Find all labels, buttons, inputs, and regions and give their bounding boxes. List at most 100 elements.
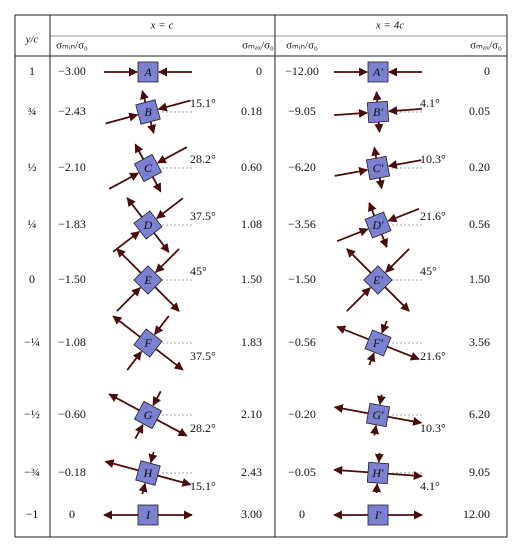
min-value: −0.60 <box>58 407 86 421</box>
max-value: 0 <box>256 64 262 78</box>
angle-label: 10.3° <box>420 152 446 166</box>
row-label: −½ <box>24 407 40 421</box>
element-label: E′ <box>372 273 383 287</box>
tensile-arrow <box>108 393 140 412</box>
element-label: D′ <box>371 218 384 232</box>
max-value: 0.20 <box>469 160 490 174</box>
row-label: ½ <box>28 160 37 174</box>
min-value: −2.10 <box>58 160 86 174</box>
min-value: −9.05 <box>288 104 316 118</box>
element-square <box>367 61 389 83</box>
element-square <box>133 265 163 295</box>
column-header: σₘₐₓ/σ₀ <box>242 40 274 52</box>
compressive-arrow <box>116 287 141 312</box>
element-square <box>365 155 391 181</box>
row-header: y/c <box>25 34 39 46</box>
min-value: −1.50 <box>288 272 316 286</box>
row-label: ¼ <box>28 217 37 231</box>
min-value: −0.18 <box>58 465 86 479</box>
max-value: 12.00 <box>463 507 490 521</box>
stress-element: G 28.2° <box>108 390 216 440</box>
column-header: σₘₐₓ/σ₀ <box>470 40 502 52</box>
compressive-arrow <box>152 390 162 407</box>
stress-element: A′ <box>334 61 422 83</box>
row-label: ¾ <box>28 104 37 118</box>
tensile-arrow <box>151 176 162 193</box>
stress-element: B′ 4.1° <box>334 91 440 133</box>
stress-element: B 15.1° <box>105 90 216 134</box>
stress-element: I′ <box>333 504 423 526</box>
min-value: −1.83 <box>58 217 86 231</box>
compressive-arrow <box>134 423 144 440</box>
angle-label: 37.5° <box>190 209 216 223</box>
stress-element: G′ 10.3° <box>333 394 446 436</box>
compressive-arrow <box>372 483 382 494</box>
tensile-arrow <box>112 315 141 338</box>
row-label: −¾ <box>24 465 40 479</box>
compressive-arrow <box>105 112 139 125</box>
element-square <box>133 153 163 183</box>
stress-element: C′ 10.3° <box>334 146 446 190</box>
min-value: −12.00 <box>285 64 319 78</box>
angle-label: 45° <box>420 264 437 278</box>
element-label: C <box>144 161 153 175</box>
column-header: σₘᵢₙ/σ₀ <box>56 40 88 52</box>
stress-element: C 28.2° <box>108 143 216 193</box>
tensile-arrow <box>126 197 143 218</box>
max-value: 0.60 <box>241 160 262 174</box>
max-value: 0.18 <box>241 104 262 118</box>
element-label: D <box>143 218 153 232</box>
element-label: I <box>145 508 151 522</box>
element-square <box>364 211 392 239</box>
tensile-arrow <box>156 418 188 437</box>
compressive-arrow <box>336 227 369 243</box>
max-value: 0.05 <box>469 104 490 118</box>
compressive-arrow <box>153 315 170 335</box>
tensile-arrow <box>147 121 156 134</box>
stress-element: I <box>103 504 193 526</box>
element-label: C′ <box>373 161 384 175</box>
max-value: 2.43 <box>241 465 262 479</box>
min-value: −2.43 <box>58 104 86 118</box>
tensile-arrow <box>333 404 369 415</box>
compressive-arrow <box>126 351 143 371</box>
element-square <box>135 460 161 486</box>
compressive-arrow <box>334 108 368 118</box>
max-value: 0 <box>484 64 490 78</box>
element-square <box>363 265 393 295</box>
tensile-arrow <box>387 471 423 481</box>
min-value: 0 <box>69 507 75 521</box>
element-square <box>133 210 163 240</box>
compressive-arrow <box>388 106 422 116</box>
angle-label: 37.5° <box>190 349 216 363</box>
max-value: 1.83 <box>241 335 262 349</box>
max-value: 1.50 <box>241 272 262 286</box>
tensile-arrow <box>372 91 382 103</box>
tensile-arrow <box>155 348 184 371</box>
tensile-arrow <box>154 286 180 312</box>
tensile-arrow <box>153 232 170 253</box>
element-label: H′ <box>371 466 384 480</box>
stress-element: F 37.5° <box>112 315 216 371</box>
element-label: A <box>143 65 152 79</box>
tensile-arrow <box>379 233 388 248</box>
min-value: −6.20 <box>288 160 316 174</box>
min-value: −1.08 <box>58 335 86 349</box>
tensile-arrow <box>371 146 381 159</box>
tensile-arrow <box>386 345 420 361</box>
element-square <box>365 402 391 428</box>
stress-element: F′ 21.6° <box>336 320 446 366</box>
stress-element: A <box>104 61 192 83</box>
tensile-arrow <box>336 325 370 341</box>
tensile-arrow <box>387 415 423 426</box>
element-label: A′ <box>372 65 383 79</box>
row-label: −1 <box>26 507 39 521</box>
stress-element: E′ 45° <box>346 248 437 312</box>
angle-label: 4.1° <box>420 479 440 493</box>
column-header: σₘᵢₙ/σ₀ <box>286 40 318 52</box>
row-label: 0 <box>29 272 35 286</box>
stress-element: D 37.5° <box>112 197 216 253</box>
max-value: 0.56 <box>469 217 490 231</box>
compressive-arrow <box>374 452 384 463</box>
